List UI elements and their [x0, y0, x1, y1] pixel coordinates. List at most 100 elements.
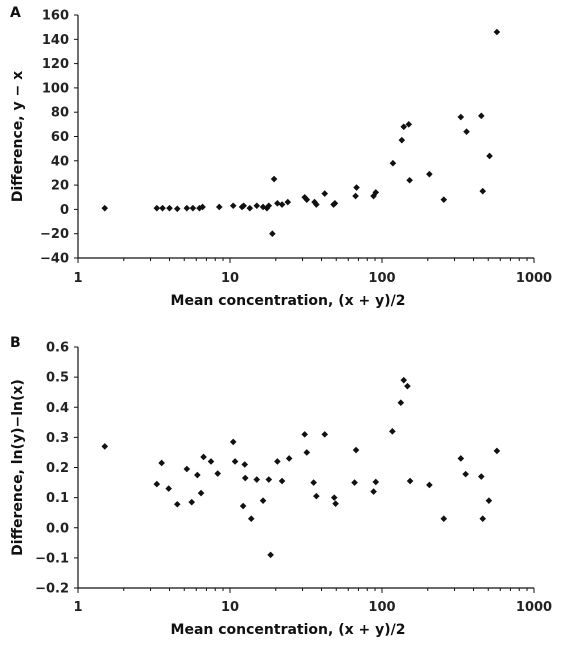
- data-point: [463, 128, 470, 135]
- data-point: [353, 184, 360, 191]
- data-point: [303, 196, 311, 203]
- y-tick-label: 100: [42, 81, 69, 96]
- data-point: [440, 196, 448, 203]
- data-point: [247, 515, 255, 523]
- y-tick-label: 140: [42, 33, 69, 48]
- y-tick-label: 60: [51, 130, 69, 145]
- data-point: [173, 500, 181, 508]
- data-point: [397, 399, 405, 407]
- y-tick-label: 120: [42, 57, 69, 72]
- data-point: [253, 202, 261, 210]
- data-point: [389, 428, 396, 435]
- data-point: [194, 471, 201, 479]
- data-point: [479, 187, 487, 195]
- data-point: [200, 453, 207, 461]
- data-point: [101, 443, 109, 450]
- data-point: [351, 479, 358, 486]
- data-point: [486, 152, 493, 160]
- data-point: [231, 458, 239, 465]
- data-point: [389, 159, 397, 167]
- data-point: [372, 189, 380, 196]
- data-point: [331, 200, 339, 207]
- data-point: [285, 455, 293, 462]
- y-tick-label: 80: [51, 106, 69, 121]
- data-point: [493, 28, 501, 36]
- data-point: [278, 201, 286, 208]
- panel-a-x-ticks: 1 10 100 1000: [73, 258, 552, 286]
- data-point: [166, 204, 173, 212]
- data-point: [229, 438, 237, 446]
- y-tick-label: 0.5: [46, 371, 69, 386]
- data-point: [278, 477, 286, 485]
- data-point: [313, 201, 320, 208]
- data-point: [405, 121, 413, 128]
- data-point: [332, 500, 339, 507]
- data-point: [493, 447, 501, 455]
- data-point: [240, 202, 247, 210]
- panel-b-y-ticks: −0.2 −0.1 0.0 0.1 0.2 0.3 0.4 0.5 0.6: [35, 341, 78, 597]
- x-tick-label: 1000: [516, 600, 552, 615]
- x-tick-label: 1: [73, 600, 82, 615]
- data-point: [440, 515, 448, 523]
- y-tick-label: 0.1: [46, 491, 69, 506]
- data-point: [284, 198, 292, 206]
- data-point: [370, 488, 377, 495]
- data-point: [197, 489, 205, 497]
- data-point: [477, 112, 485, 120]
- data-point: [426, 170, 433, 178]
- panel-b-x-axis-label: Mean concentration, (x + y)/2: [171, 622, 406, 638]
- panel-b-points: [101, 376, 501, 559]
- data-point: [188, 498, 196, 506]
- data-point: [485, 497, 493, 504]
- panel-a: A −40 −20 0 20 40 60 80 100 120 140 160 1 10 100 1000…: [10, 5, 552, 309]
- panel-a-y-axis-label: Difference, y − x: [10, 71, 26, 202]
- panel-b-letter: B: [10, 335, 21, 351]
- y-tick-label: 0.3: [46, 431, 69, 446]
- x-tick-label: 10: [221, 600, 239, 615]
- x-tick-label: 10: [221, 271, 239, 286]
- panel-a-points: [101, 28, 501, 237]
- data-point: [207, 458, 215, 465]
- data-point: [400, 376, 408, 384]
- x-tick-label: 1000: [516, 271, 552, 286]
- data-point: [330, 494, 338, 501]
- y-tick-label: 40: [51, 154, 69, 169]
- data-point: [159, 204, 166, 212]
- data-point: [398, 136, 406, 144]
- data-point: [352, 446, 360, 454]
- data-point: [400, 123, 408, 131]
- data-point: [321, 431, 329, 438]
- data-point: [259, 203, 267, 211]
- data-point: [239, 502, 247, 510]
- data-point: [253, 476, 261, 483]
- data-point: [321, 190, 329, 197]
- data-point: [457, 455, 465, 462]
- data-point: [153, 480, 161, 488]
- data-point: [274, 200, 281, 207]
- data-point: [199, 203, 206, 211]
- data-point: [101, 204, 109, 212]
- panel-b: B −0.2 −0.1 0.0 0.1 0.2 0.3 0.4 0.5 0.6 1 10 100 10…: [10, 335, 552, 638]
- data-point: [270, 175, 278, 183]
- data-point: [479, 515, 487, 523]
- data-point: [372, 478, 380, 486]
- y-tick-label: 0: [60, 203, 69, 218]
- data-point: [313, 492, 320, 500]
- data-point: [477, 473, 485, 480]
- data-point: [265, 476, 273, 483]
- y-tick-label: 0.2: [46, 461, 69, 476]
- data-point: [215, 203, 223, 211]
- data-point: [457, 113, 465, 121]
- data-point: [183, 204, 191, 212]
- data-point: [406, 176, 413, 184]
- data-point: [303, 449, 311, 456]
- data-point: [404, 382, 411, 390]
- data-point: [241, 461, 249, 468]
- y-tick-label: −40: [40, 252, 69, 267]
- data-point: [301, 431, 308, 438]
- panel-b-x-ticks: 1 10 100 1000: [73, 588, 552, 615]
- panel-a-y-ticks: −40 −20 0 20 40 60 80 100 120 140 160: [40, 9, 78, 267]
- data-point: [259, 497, 267, 504]
- data-point: [311, 198, 318, 206]
- data-point: [462, 470, 469, 478]
